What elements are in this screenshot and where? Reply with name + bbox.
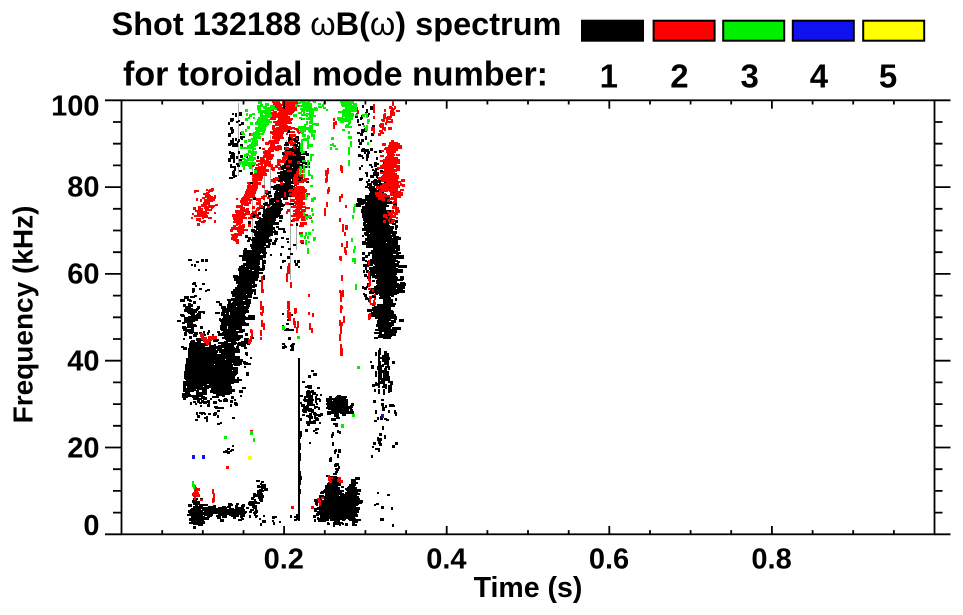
svg-text:4: 4	[810, 58, 829, 95]
svg-text:for toroidal mode number:: for toroidal mode number:	[123, 55, 548, 93]
svg-text:5: 5	[879, 58, 897, 95]
svg-text:3: 3	[741, 58, 759, 95]
svg-text:0: 0	[83, 510, 99, 542]
svg-text:Time (s): Time (s)	[474, 572, 583, 604]
svg-text:0.6: 0.6	[589, 544, 629, 576]
svg-text:20: 20	[67, 432, 99, 464]
svg-text:0.2: 0.2	[264, 544, 304, 576]
svg-text:Shot 132188 ωB(ω) spectrum: Shot 132188 ωB(ω) spectrum	[112, 6, 562, 42]
svg-text:100: 100	[51, 91, 99, 123]
svg-text:0.4: 0.4	[426, 544, 466, 576]
svg-text:60: 60	[67, 259, 99, 291]
svg-text:40: 40	[67, 346, 99, 378]
svg-text:1: 1	[600, 58, 618, 95]
svg-text:0.8: 0.8	[751, 544, 791, 576]
svg-text:2: 2	[670, 58, 688, 95]
svg-text:Frequency (kHz): Frequency (kHz)	[8, 206, 39, 424]
svg-text:80: 80	[67, 171, 99, 203]
